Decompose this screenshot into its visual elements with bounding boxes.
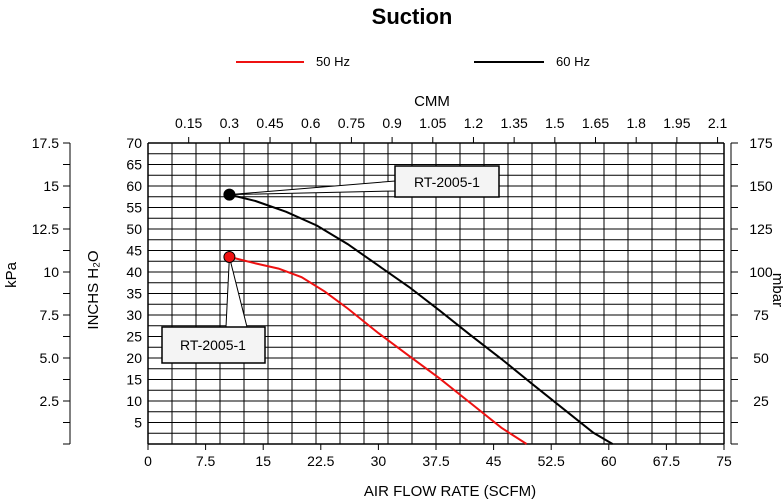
tick-labels: 0 7.5 15 22.5 30 37.5 45 52.5 60 67.5 750.15 0.3 0.4… [32,115,773,469]
mbar-tick-label: 50 [753,350,769,366]
x2-tick-label: 0.15 [175,115,202,131]
x2-tick-label: 0.75 [338,115,365,131]
callout-label-50hz: RT-2005-1 [180,337,246,353]
y-axis-title-inches: INCHS H₂O [85,250,102,329]
y-axis-title-kpa: kPa [3,261,20,288]
x-tick-label: 15 [255,453,271,469]
x-tick-label: 75 [716,453,732,469]
y-tick-label: 60 [126,178,142,194]
annotations: RT-2005-1 RT-2005-1 [161,165,500,364]
kpa-tick-label: 17.5 [32,135,59,151]
mbar-tick-label: 75 [753,307,769,323]
y-tick-label: 35 [126,286,142,302]
kpa-tick-label: 7.5 [40,307,60,323]
series-line-50hz [229,255,528,445]
x-axis-title: AIR FLOW RATE (SCFM) [364,483,536,500]
mbar-tick-label: 150 [749,178,773,194]
mbar-tick-label: 175 [749,135,773,151]
x2-tick-label: 1.95 [663,115,690,131]
y-tick-label: 20 [126,350,142,366]
kpa-tick-label: 10 [43,264,59,280]
x2-tick-label: 0.45 [256,115,283,131]
x2-tick-label: 1.5 [545,115,565,131]
y-tick-label: 65 [126,157,142,173]
y-tick-label: 15 [126,372,142,388]
chart-title: Suction [372,4,453,29]
mbar-tick-label: 100 [749,264,773,280]
callout-pointer-60hz [229,180,396,196]
series-marker-60hz [223,188,236,201]
x2-tick-label: 1.05 [419,115,446,131]
legend: 50 Hz 60 Hz [236,54,590,69]
x2-tick-label: 0.6 [301,115,321,131]
series-lines [229,193,614,445]
y-tick-label: 25 [126,329,142,345]
kpa-tick-label: 12.5 [32,221,59,237]
mbar-tick-label: 25 [753,393,769,409]
legend-label-50hz: 50 Hz [316,54,350,69]
x-tick-label: 7.5 [196,453,216,469]
y-tick-label: 50 [126,221,142,237]
y-tick-label: 30 [126,307,142,323]
x-tick-label: 22.5 [307,453,334,469]
x2-tick-label: 0.3 [220,115,240,131]
grid [63,137,738,450]
series-line-60hz [229,193,614,445]
x-tick-label: 45 [486,453,502,469]
y-tick-label: 40 [126,264,142,280]
x2-tick-label: 0.9 [382,115,402,131]
x-tick-label: 37.5 [422,453,449,469]
y-tick-label: 45 [126,243,142,259]
x2-axis-title: CMM [414,93,450,110]
kpa-tick-label: 15 [43,178,59,194]
x2-tick-label: 1.35 [501,115,528,131]
x-tick-label: 30 [371,453,387,469]
x-tick-label: 60 [601,453,617,469]
series-marker-50hz [223,250,236,263]
kpa-tick-label: 2.5 [40,393,60,409]
x-tick-label: 52.5 [538,453,565,469]
y-tick-label: 70 [126,135,142,151]
mbar-tick-label: 125 [749,221,773,237]
y-tick-label: 55 [126,200,142,216]
callout-label-60hz: RT-2005-1 [414,174,480,190]
y-tick-label: 10 [126,393,142,409]
callout-box-60hz [394,165,500,198]
y-axis-title-mbar: mbar [769,273,783,307]
x-tick-label: 0 [144,453,152,469]
x-tick-label: 67.5 [653,453,680,469]
x2-tick-label: 2.1 [708,115,728,131]
legend-label-60hz: 60 Hz [556,54,590,69]
callout-box-50hz [161,326,266,364]
x2-tick-label: 1.65 [582,115,609,131]
y-tick-label: 5 [134,415,142,431]
kpa-tick-label: 5.0 [40,350,60,366]
x2-tick-label: 1.8 [626,115,646,131]
x2-tick-label: 1.2 [464,115,484,131]
